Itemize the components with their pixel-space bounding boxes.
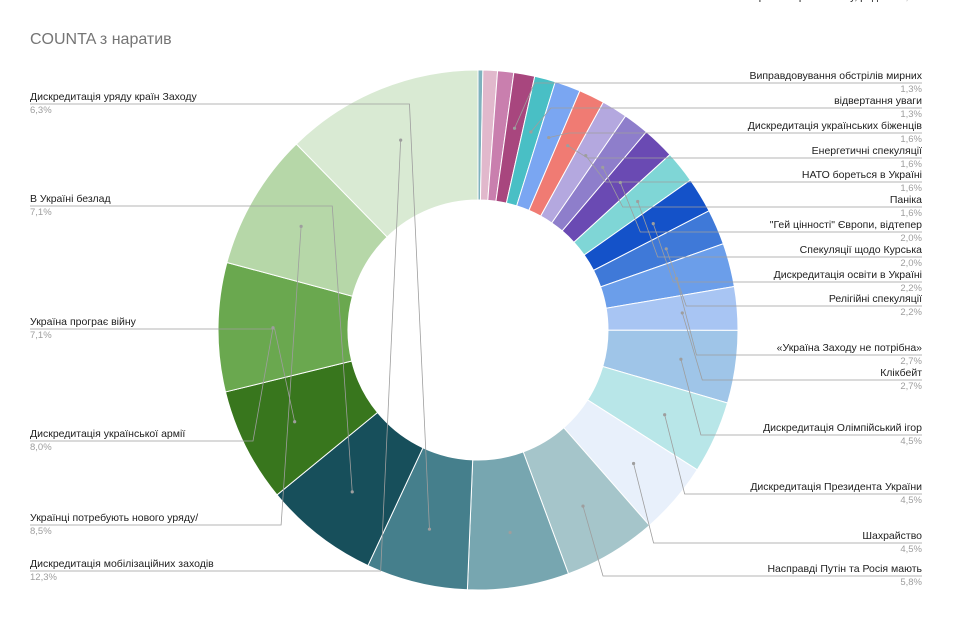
leader-line bbox=[652, 223, 922, 283]
slice-label: Енергетичні спекуляції bbox=[812, 145, 922, 157]
chart-title: COUNTA з наратив bbox=[30, 31, 172, 48]
leader-dot bbox=[601, 165, 605, 169]
slice-percent: 8,0% bbox=[30, 442, 52, 453]
leader-dot bbox=[508, 530, 512, 535]
slice-label: Дискредитація української армії bbox=[30, 428, 185, 440]
slice-percent: 6,3% bbox=[900, 0, 922, 3]
slice-percent: 8,5% bbox=[30, 526, 52, 537]
leader-line bbox=[680, 359, 922, 436]
leader-line bbox=[530, 107, 922, 133]
leader-line bbox=[30, 205, 353, 492]
leader-line bbox=[602, 167, 922, 208]
leader-line bbox=[637, 201, 922, 258]
slice-percent: 1,6% bbox=[900, 159, 922, 170]
slice-label: «Україна Заходу не потрібна» bbox=[777, 342, 922, 354]
slices bbox=[217, 69, 739, 591]
slice-percent: 4,5% bbox=[900, 436, 922, 447]
slice-label: НАТО бореться в Україні bbox=[802, 169, 922, 181]
slice-label: Клікбейт bbox=[880, 367, 922, 379]
donut-slice bbox=[295, 69, 479, 238]
slice-labels: Виправдовування обстрілів мирних1,3%відв… bbox=[30, 0, 923, 588]
slice-label: Дискредитація Олімпійський ігор bbox=[763, 422, 922, 434]
leader-line bbox=[30, 103, 430, 530]
slice-label: Спекуляції щодо Курська bbox=[800, 244, 922, 256]
leader-line bbox=[582, 505, 922, 577]
slice-label: відвертання уваги bbox=[834, 95, 922, 107]
slice-percent: 1,6% bbox=[900, 134, 922, 145]
leader-line bbox=[676, 278, 922, 356]
slice-label: Паніка bbox=[890, 194, 922, 206]
leader-line bbox=[548, 132, 922, 138]
slice-percent: 12,3% bbox=[30, 572, 57, 583]
slice-percent: 2,7% bbox=[900, 356, 922, 367]
slice-percent: 5,8% bbox=[900, 577, 922, 588]
leader-line bbox=[585, 155, 922, 183]
slice-percent: 1,6% bbox=[900, 208, 922, 219]
leader-line bbox=[30, 226, 302, 526]
leader-line bbox=[681, 312, 922, 381]
slice-label: Дискредитація освіти в Україні bbox=[774, 269, 922, 281]
slice-percent: 4,5% bbox=[900, 495, 922, 506]
slice-percent: 1,3% bbox=[900, 84, 922, 95]
slice-percent: 2,2% bbox=[900, 307, 922, 318]
leader-line bbox=[514, 82, 922, 129]
slice-percent: 4,5% bbox=[900, 544, 922, 555]
slice-percent: 2,0% bbox=[900, 258, 922, 269]
slice-label: Шахрайство bbox=[862, 530, 922, 542]
slice-label: Україна програє війну bbox=[30, 316, 137, 328]
leader-line bbox=[664, 414, 922, 495]
slice-label: Дискредитація українських біженців bbox=[748, 120, 923, 132]
slice-label: Релігійні спекуляції bbox=[829, 293, 922, 305]
leader-lines bbox=[30, 82, 922, 577]
slice-percent: 2,0% bbox=[900, 233, 922, 244]
slice-percent: 7,1% bbox=[30, 207, 52, 218]
slice-label: Виправдовування обстрілів мирних bbox=[749, 70, 922, 82]
slice-percent: 2,2% bbox=[900, 283, 922, 294]
slice-label: В Україні безлад bbox=[30, 193, 111, 205]
leader-line bbox=[30, 328, 296, 422]
leader-line bbox=[619, 182, 922, 233]
leader-line bbox=[30, 327, 274, 442]
slice-percent: 2,7% bbox=[900, 381, 922, 392]
slice-label: Дискредитація мобілізаційних заходів bbox=[30, 558, 214, 570]
slice-label: Насправді Путін та Росія мають bbox=[767, 563, 922, 575]
slice-label: Дискредитація Президента України bbox=[750, 481, 922, 493]
leader-line bbox=[633, 463, 922, 544]
slice-label: Дискредитація уряду країн Заходу bbox=[30, 91, 198, 103]
slice-percent: 6,3% bbox=[30, 105, 52, 116]
slice-label: Українці потребують нового уряду/ bbox=[30, 512, 198, 524]
leader-line bbox=[30, 140, 402, 572]
slice-percent: 7,1% bbox=[30, 330, 52, 341]
leader-dot bbox=[427, 527, 432, 531]
slice-percent: 1,6% bbox=[900, 183, 922, 194]
slice-percent: 1,3% bbox=[900, 109, 922, 120]
leader-line bbox=[665, 248, 922, 307]
slice-label: «Україна - країна хаосу, радикалів та bbox=[742, 0, 922, 3]
slice-label: "Гей цінності" Європи, відтепер bbox=[770, 219, 922, 231]
